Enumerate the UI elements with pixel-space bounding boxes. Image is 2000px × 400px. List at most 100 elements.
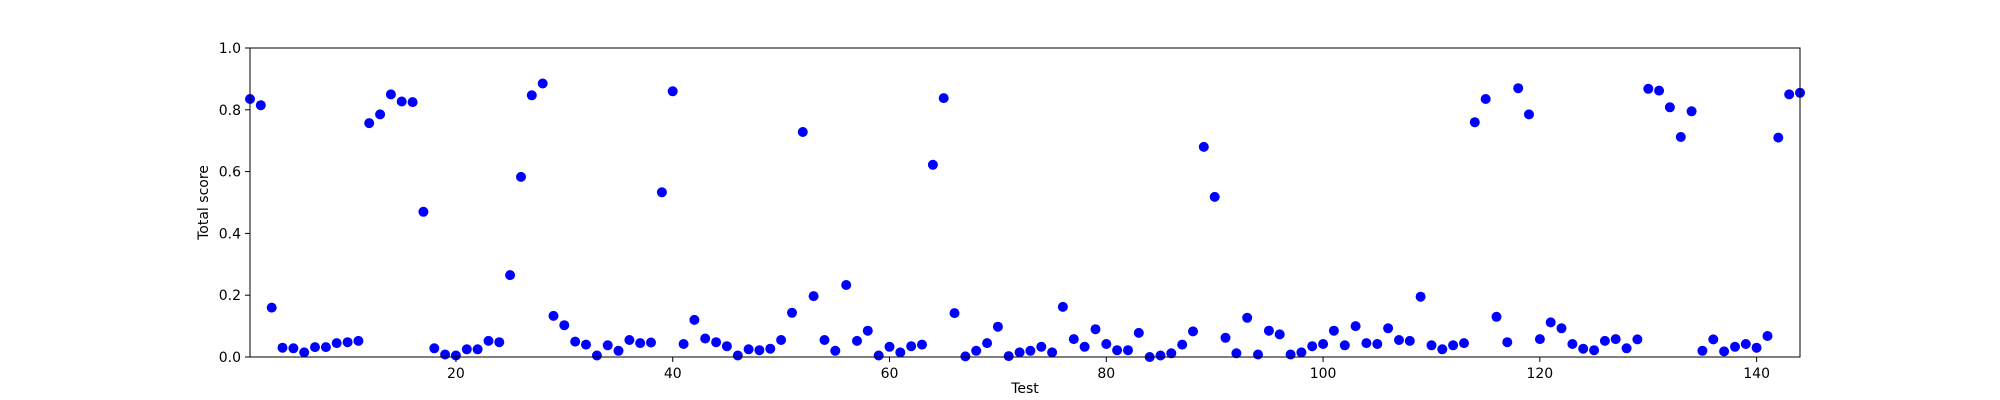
data-point	[1328, 325, 1339, 336]
data-point	[1524, 109, 1534, 120]
data-point	[1177, 339, 1188, 350]
data-point	[992, 321, 1003, 332]
plot-frame	[249, 47, 1801, 358]
data-point	[1188, 326, 1198, 337]
data-point	[1686, 106, 1697, 117]
data-point	[624, 335, 635, 345]
data-point	[1589, 345, 1600, 356]
data-point	[1220, 332, 1231, 343]
data-point	[873, 350, 884, 361]
data-point	[656, 187, 667, 198]
data-point	[516, 171, 526, 182]
data-point	[1339, 340, 1350, 351]
data-point	[808, 291, 819, 302]
data-point	[917, 339, 927, 350]
data-point	[429, 343, 440, 354]
data-point	[1697, 345, 1708, 356]
data-point	[440, 349, 451, 360]
data-point	[310, 342, 320, 353]
data-point	[1599, 335, 1610, 346]
data-point	[721, 341, 732, 352]
data-point	[862, 325, 873, 336]
data-point	[1112, 345, 1123, 356]
y-axis: 0.0 0.2 0.4 0.6 0.8 1.0	[219, 41, 250, 366]
data-point	[1383, 323, 1394, 334]
data-point	[581, 339, 591, 350]
data-point	[949, 308, 960, 319]
data-point	[667, 86, 678, 97]
data-point	[1415, 291, 1426, 302]
data-point	[1101, 339, 1112, 349]
data-point	[1133, 327, 1144, 338]
x-tick-label: 80	[1097, 366, 1115, 382]
y-tick-label: 0.2	[219, 288, 241, 304]
data-point	[646, 337, 656, 348]
data-point	[1274, 329, 1285, 340]
y-tick-label: 0.0	[219, 350, 241, 366]
data-point	[1675, 132, 1686, 142]
data-point	[1253, 349, 1263, 360]
data-point	[830, 345, 841, 356]
data-point	[754, 345, 765, 356]
data-point	[591, 350, 602, 361]
data-point	[1784, 89, 1795, 100]
data-point	[1708, 334, 1719, 345]
data-point	[1307, 341, 1318, 352]
data-point	[1003, 351, 1014, 362]
data-point	[1090, 324, 1101, 335]
data-point	[1318, 339, 1329, 349]
data-point	[1242, 312, 1253, 323]
x-tick-label: 60	[881, 366, 899, 382]
data-point	[938, 93, 949, 104]
data-point	[1751, 342, 1762, 353]
data-point	[678, 339, 689, 349]
data-point	[776, 335, 787, 345]
data-point	[1372, 339, 1383, 349]
data-point	[1469, 117, 1480, 128]
data-points	[245, 78, 1805, 362]
data-point	[743, 344, 754, 355]
x-axis: 20 40 60 80 100 120 140	[447, 357, 1770, 382]
data-point	[1047, 347, 1058, 358]
data-point	[1079, 341, 1090, 352]
data-point	[1361, 338, 1372, 349]
data-point	[1545, 317, 1556, 328]
data-point	[1513, 83, 1524, 94]
data-point	[1014, 347, 1025, 358]
data-point	[494, 337, 505, 348]
data-point	[1198, 141, 1209, 152]
data-point	[1448, 340, 1459, 351]
data-point	[277, 342, 288, 353]
data-point	[884, 341, 895, 352]
data-point	[1426, 340, 1437, 351]
data-point	[635, 338, 646, 349]
data-point	[418, 206, 429, 217]
y-tick-label: 0.4	[219, 226, 241, 242]
data-point	[483, 335, 494, 346]
data-point	[797, 127, 808, 137]
data-point	[450, 350, 461, 361]
data-point	[711, 337, 722, 348]
data-point	[1632, 334, 1643, 345]
data-point	[472, 344, 483, 355]
data-point	[1762, 331, 1773, 341]
data-point	[1480, 94, 1491, 104]
data-point	[396, 96, 407, 107]
data-point	[960, 351, 971, 362]
data-point	[266, 302, 277, 313]
data-point	[1025, 345, 1036, 356]
data-point	[331, 338, 342, 349]
data-point	[1534, 334, 1545, 345]
data-point	[320, 342, 331, 353]
data-point	[537, 78, 548, 89]
x-tick-label: 20	[447, 366, 465, 382]
data-point	[1123, 345, 1133, 356]
data-point	[1730, 341, 1740, 352]
data-point	[1654, 85, 1665, 96]
data-point	[1610, 334, 1621, 345]
x-tick-label: 120	[1526, 366, 1553, 382]
data-point	[895, 347, 906, 358]
data-point	[1231, 348, 1242, 359]
data-point	[689, 314, 700, 325]
